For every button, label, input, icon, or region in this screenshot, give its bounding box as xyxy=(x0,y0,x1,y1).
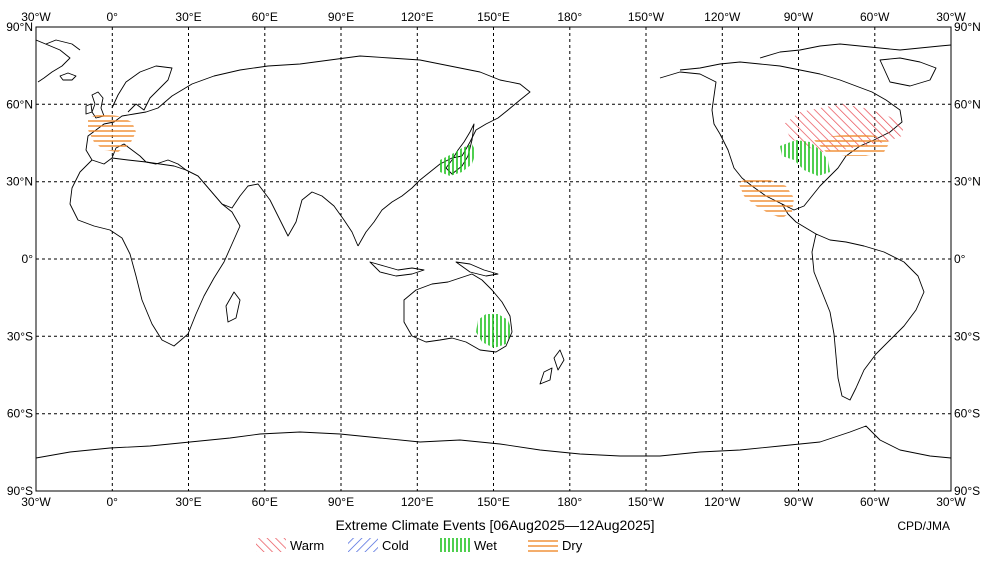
lon-label-bottom: 60°E xyxy=(252,495,278,509)
legend-item-warm: Warm xyxy=(256,538,324,553)
legend-label: Warm xyxy=(290,538,324,553)
legend-item-wet: Wet xyxy=(440,538,497,553)
legend-swatch xyxy=(528,538,558,552)
lat-label-right: 60°N xyxy=(954,97,981,111)
lat-label-left: 30°N xyxy=(6,175,33,189)
legend-swatch xyxy=(440,538,470,552)
lon-label-top: 60°W xyxy=(860,10,890,24)
lat-label-left: 0° xyxy=(22,252,34,266)
legend-label: Wet xyxy=(474,538,497,553)
lon-label-bottom: 90°E xyxy=(328,495,354,509)
lon-label-top: 90°E xyxy=(328,10,354,24)
dry-area-mexico xyxy=(738,178,794,218)
lon-label-top: 180° xyxy=(557,10,582,24)
lat-label-left: 90°S xyxy=(7,484,33,498)
graticule xyxy=(36,27,951,491)
lat-label-left: 90°N xyxy=(6,20,33,34)
legend: Warm Cold Wet Dry xyxy=(256,538,583,553)
dry-area-europe xyxy=(88,114,136,152)
lat-label-right: 0° xyxy=(954,252,966,266)
lon-label-bottom: 30°W xyxy=(21,495,51,509)
lon-label-bottom: 30°W xyxy=(936,495,966,509)
legend-swatch xyxy=(348,538,378,552)
lon-label-bottom: 120°E xyxy=(401,495,434,509)
lon-label-bottom: 90°W xyxy=(784,495,814,509)
lon-label-top: 90°W xyxy=(784,10,814,24)
lat-label-right: 60°S xyxy=(954,407,980,421)
lon-label-top: 60°E xyxy=(252,10,278,24)
latitude-labels-right: 90°N 60°N 30°N 0° 30°S 60°S 90°S xyxy=(954,20,981,498)
lon-label-bottom: 0° xyxy=(107,495,119,509)
longitude-labels-bottom: 30°W 0° 30°E 60°E 90°E 120°E 150°E 180° 150°W 120… xyxy=(21,495,966,509)
latitude-labels-left: 90°N 60°N 30°N 0° 30°S 60°S 90°S xyxy=(6,20,33,498)
legend-label: Dry xyxy=(562,538,583,553)
lon-label-top: 120°W xyxy=(704,10,741,24)
event-areas xyxy=(88,104,904,348)
longitude-labels-top: 30°W 0° 30°E 60°E 90°E 120°E 150°E 180° 150°W 120… xyxy=(21,10,966,24)
map-title: Extreme Climate Events [06Aug2025—12Aug2… xyxy=(335,517,654,533)
lon-label-top: 30°W xyxy=(936,10,966,24)
legend-item-cold: Cold xyxy=(348,538,409,553)
lat-label-left: 60°N xyxy=(6,97,33,111)
legend-label: Cold xyxy=(382,538,409,553)
map-credit: CPD/JMA xyxy=(897,519,950,533)
lon-label-bottom: 150°E xyxy=(477,495,510,509)
lon-label-bottom: 150°W xyxy=(628,495,665,509)
lat-label-right: 90°N xyxy=(954,20,981,34)
lon-label-top: 0° xyxy=(107,10,119,24)
lat-label-left: 30°S xyxy=(7,329,33,343)
wet-area-australia xyxy=(476,314,512,348)
lon-label-top: 120°E xyxy=(401,10,434,24)
legend-item-dry: Dry xyxy=(528,538,583,553)
lat-label-right: 30°S xyxy=(954,329,980,343)
lat-label-right: 90°S xyxy=(954,484,980,498)
lon-label-bottom: 60°W xyxy=(860,495,890,509)
lat-label-right: 30°N xyxy=(954,175,981,189)
wet-area-north-america xyxy=(780,140,830,176)
lon-label-top: 30°E xyxy=(175,10,201,24)
legend-swatch xyxy=(256,538,286,552)
lon-label-top: 150°W xyxy=(628,10,665,24)
wet-area-japan xyxy=(440,144,476,176)
lat-label-left: 60°S xyxy=(7,407,33,421)
lon-label-bottom: 180° xyxy=(557,495,582,509)
lon-label-bottom: 120°W xyxy=(704,495,741,509)
lon-label-top: 30°W xyxy=(21,10,51,24)
lon-label-bottom: 30°E xyxy=(175,495,201,509)
lon-label-top: 150°E xyxy=(477,10,510,24)
dry-area-north-america xyxy=(814,134,890,156)
